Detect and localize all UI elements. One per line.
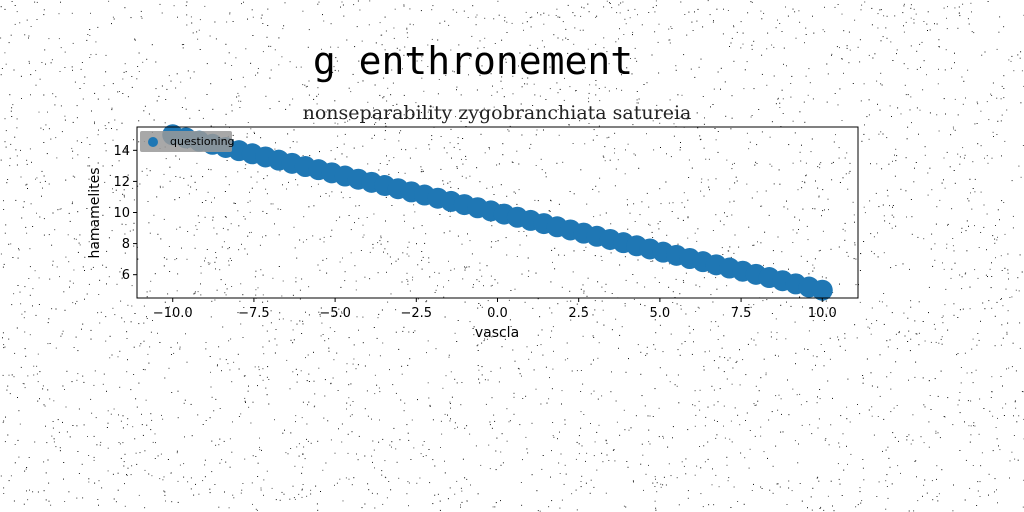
y-tick-label: 8 [122, 237, 130, 252]
scatter-points [162, 124, 833, 301]
x-tick-label: −10.0 [153, 306, 193, 321]
x-tick-label: 10.0 [808, 306, 837, 321]
legend-entry-questioning: questioning [170, 135, 235, 148]
x-tick-label: 5.0 [650, 306, 671, 321]
scatter-point [811, 279, 833, 301]
y-tick-label: 12 [113, 175, 130, 190]
y-tick-label: 10 [113, 206, 130, 221]
x-tick-label: 7.5 [731, 306, 752, 321]
x-tick-label: −5.0 [319, 306, 351, 321]
y-axis: 6 8 10 12 14 [113, 144, 137, 283]
chart-title: nonseparability zygobranchiata satureia [303, 102, 692, 124]
x-tick-label: 2.5 [568, 306, 589, 321]
legend-marker [148, 137, 158, 147]
x-axis: −10.0 −7.5 −5.0 −2.5 0.0 2.5 5.0 7.5 10.0 [153, 298, 837, 321]
x-tick-label: −2.5 [401, 306, 433, 321]
y-tick-label: 6 [122, 268, 130, 283]
x-tick-label: 0.0 [487, 306, 508, 321]
x-axis-label: vascla [475, 325, 519, 341]
legend-box [140, 131, 232, 152]
legend: questioning [140, 131, 235, 152]
x-tick-label: −7.5 [238, 306, 270, 321]
figure-suptitle: g enthronement [313, 39, 633, 83]
y-axis-label: hamamelites [87, 167, 103, 258]
y-tick-label: 14 [113, 144, 130, 159]
